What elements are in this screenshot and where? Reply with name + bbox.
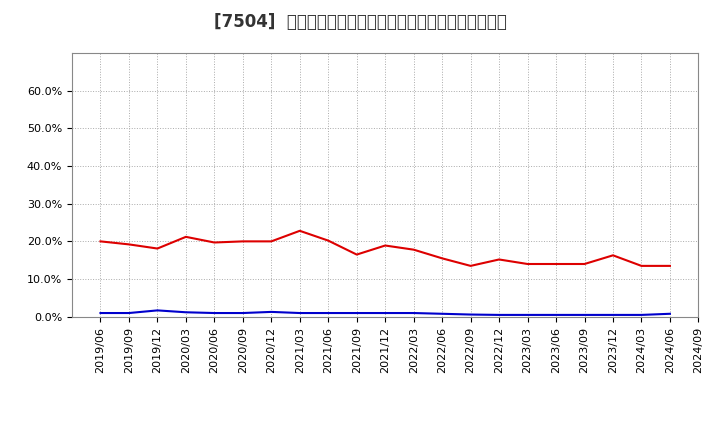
- 有利子負債: [410, 310, 418, 315]
- 有利子負債: [665, 311, 674, 316]
- 現頒金: [608, 253, 617, 258]
- 有利子負債: [580, 312, 589, 318]
- 現頒金: [324, 238, 333, 243]
- 現頒金: [552, 261, 560, 267]
- 有利子負債: [608, 312, 617, 318]
- Text: [7504]  現頒金、有利子負債の総資産に対する比率の推移: [7504] 現頒金、有利子負債の総資産に対する比率の推移: [214, 13, 506, 31]
- 有利子負債: [352, 310, 361, 315]
- 有利子負債: [637, 312, 646, 318]
- 現頒金: [238, 239, 247, 244]
- 有利子負債: [210, 310, 219, 315]
- Line: 有利子負債: 有利子負債: [101, 310, 670, 315]
- 有利子負債: [495, 312, 503, 318]
- 現頒金: [637, 263, 646, 268]
- 現頒金: [125, 242, 133, 247]
- 有利子負債: [324, 310, 333, 315]
- 有利子負債: [295, 310, 304, 315]
- 有利子負債: [238, 310, 247, 315]
- 現頒金: [495, 257, 503, 262]
- 現頒金: [438, 256, 446, 261]
- 有利子負債: [381, 310, 390, 315]
- 有利子負債: [552, 312, 560, 318]
- 有利子負債: [181, 310, 190, 315]
- 有利子負債: [438, 311, 446, 316]
- 現頒金: [523, 261, 532, 267]
- 現頒金: [153, 246, 162, 251]
- 現頒金: [96, 239, 105, 244]
- 有利子負債: [467, 312, 475, 317]
- 現頒金: [267, 239, 276, 244]
- 現頒金: [181, 234, 190, 239]
- 現頒金: [295, 228, 304, 234]
- 現頒金: [665, 263, 674, 268]
- 現頒金: [410, 247, 418, 252]
- 現頒金: [210, 240, 219, 245]
- 有利子負債: [153, 308, 162, 313]
- 有利子負債: [523, 312, 532, 318]
- 有利子負債: [96, 310, 105, 315]
- 現頒金: [352, 252, 361, 257]
- Line: 現頒金: 現頒金: [101, 231, 670, 266]
- 有利子負債: [125, 310, 133, 315]
- 現頒金: [381, 243, 390, 248]
- 現頒金: [580, 261, 589, 267]
- 有利子負債: [267, 309, 276, 315]
- Legend: 現頒金, 有利子負債: 現頒金, 有利子負債: [287, 435, 484, 440]
- 現頒金: [467, 263, 475, 268]
